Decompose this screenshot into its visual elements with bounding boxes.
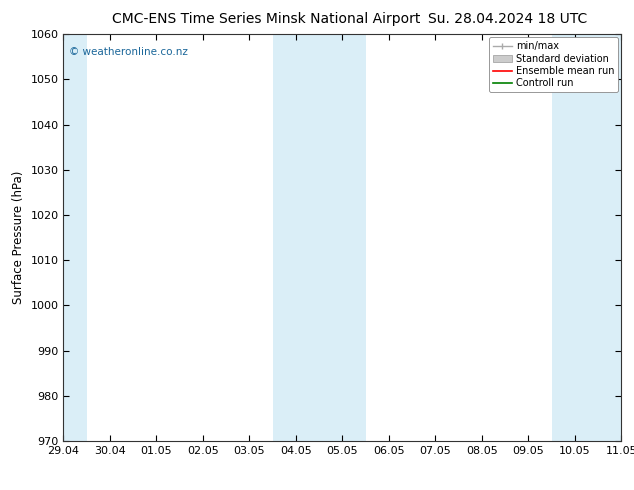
Text: CMC-ENS Time Series Minsk National Airport: CMC-ENS Time Series Minsk National Airpo… [112, 12, 420, 26]
Y-axis label: Surface Pressure (hPa): Surface Pressure (hPa) [12, 171, 25, 304]
Bar [552, 34, 634, 441]
Bar [273, 34, 366, 441]
Text: Su. 28.04.2024 18 UTC: Su. 28.04.2024 18 UTC [427, 12, 587, 26]
Text: © weatheronline.co.nz: © weatheronline.co.nz [69, 47, 188, 56]
Bar [40, 34, 87, 441]
Legend: min/max, Standard deviation, Ensemble mean run, Controll run: min/max, Standard deviation, Ensemble me… [489, 37, 618, 92]
